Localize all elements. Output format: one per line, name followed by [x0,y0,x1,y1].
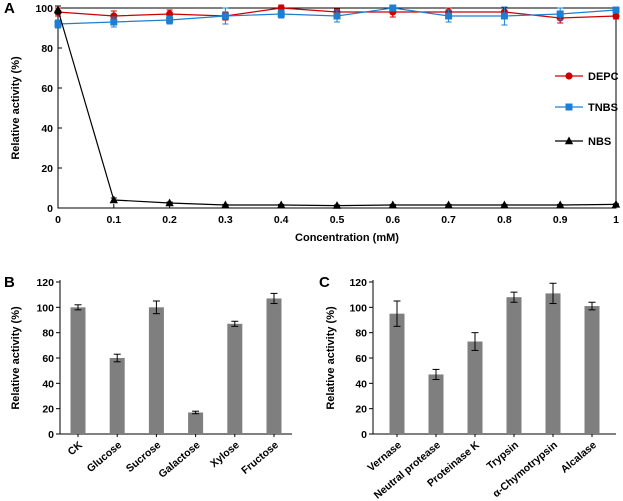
data-point [54,20,62,28]
y-tick-label: 60 [355,353,367,365]
y-tick-label: 80 [42,328,54,340]
data-point [332,201,342,209]
bar [389,313,405,434]
plot-frame [57,7,617,209]
data-point [221,12,229,20]
data-point [110,18,118,26]
bar [109,358,125,434]
data-point [53,5,63,14]
bar [467,341,483,434]
legend-marker [565,72,573,80]
y-tick-label: 40 [42,378,54,390]
y-tick-label: 120 [36,277,54,289]
y-tick-label: 100 [36,302,54,314]
category-label: Glucose [85,439,125,475]
data-point [221,200,230,209]
data-point [500,12,508,20]
data-point [333,12,341,20]
data-point [556,200,565,209]
y-axis-label: Relative activity (%) [10,56,22,160]
data-point [277,200,286,209]
category-label: CK [66,439,86,458]
y-tick-label: 20 [41,163,53,175]
y-tick-label: 60 [42,353,54,365]
legend-entry-tnbs: TNBS [555,102,618,114]
category-label: Fructose [239,439,281,477]
x-tick-label: 0.8 [497,214,512,226]
data-point [277,10,285,18]
x-tick-label: 0.3 [218,214,233,226]
category-label: Trypsin [485,439,521,472]
panel-a: A 0 20 40 60 80 100 0 0.1 0.2 0.3 0.4 0.5 0.6 0.7 0.8 0.… [4,0,621,244]
data-point [388,200,397,209]
x-tick-label: 0.5 [330,214,345,226]
y-axis-label: Relative activity (%) [325,306,337,410]
x-tick-label: 1 [613,214,619,226]
y-tick-label: 100 [35,3,53,15]
series-nbs [53,5,621,209]
series-line [57,9,617,207]
legend-marker [565,103,573,111]
data-point [109,195,118,204]
legend-marker [564,136,574,145]
data-point [165,198,174,207]
data-point [611,199,621,208]
bar [428,374,444,434]
y-axis-label: Relative activity (%) [10,306,22,410]
category-label: Alcalase [559,439,599,476]
data-point [556,10,564,18]
category-label: Xylose [208,439,242,470]
legend-label: DEPC [588,71,619,83]
data-point [500,200,509,209]
data-point [445,12,453,20]
x-tick-label: 0.9 [553,214,568,226]
data-point [389,4,397,12]
series-tnbs [54,4,620,29]
bar [584,306,600,434]
y-tick-label: 60 [41,83,53,95]
bar [266,298,282,434]
panel-letter: B [4,274,15,291]
y-tick-label: 20 [42,404,54,416]
x-tick-label: 0.1 [106,214,121,226]
y-tick-label: 80 [355,328,367,340]
x-tick-label: 0.4 [274,214,289,226]
panel-letter: C [319,274,330,291]
data-point [444,200,453,209]
y-tick-label: 80 [41,43,53,55]
legend-label: TNBS [588,102,618,114]
x-tick-label: 0.7 [441,214,456,226]
y-tick-label: 120 [349,277,367,289]
bar [227,323,243,434]
y-tick-label: 20 [355,404,367,416]
y-tick-label: 0 [361,429,367,441]
x-tick-label: 0.2 [162,214,177,226]
data-point [166,16,174,24]
bar [545,293,561,434]
data-point [110,12,118,20]
legend-entry-nbs: NBS [555,136,611,148]
y-tick-label: 100 [349,302,367,314]
legend-label: NBS [588,136,611,148]
x-tick-label: 0.6 [385,214,400,226]
x-axis-label: Concentration (mM) [295,232,399,244]
legend-entry-depc: DEPC [555,71,619,83]
panel-letter: A [4,0,15,17]
bar [188,412,204,434]
x-tick-label: 0 [55,214,61,226]
y-tick-label: 0 [47,203,53,215]
bar [148,307,164,434]
bar [70,307,86,434]
data-point [612,6,620,14]
y-tick-label: 40 [355,378,367,390]
bar [506,297,522,434]
y-tick-label: 40 [41,123,53,135]
category-label: Neutral protease [372,439,443,501]
category-label: Galactose [156,439,202,481]
data-point [612,12,620,20]
y-tick-label: 0 [48,429,54,441]
